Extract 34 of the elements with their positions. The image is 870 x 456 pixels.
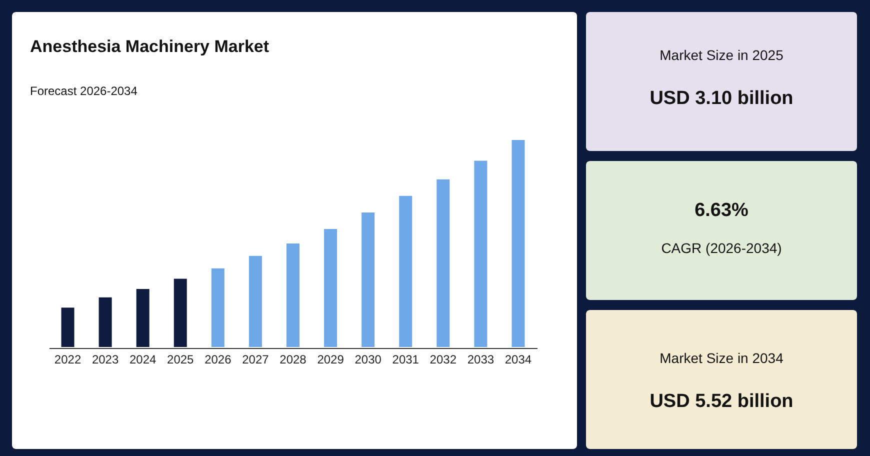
bar (512, 140, 525, 347)
x-tick-label: 2031 (392, 352, 420, 366)
chart-title: Anesthesia Machinery Market (30, 37, 270, 56)
x-tick-label: 2026 (204, 352, 232, 366)
bar (362, 212, 375, 347)
x-tick-label: 2022 (54, 352, 82, 366)
bar (474, 160, 488, 347)
bar (399, 196, 412, 347)
bar (174, 278, 187, 347)
x-tick-label: 2032 (430, 352, 457, 366)
x-tick-label: 2027 (242, 352, 270, 366)
x-tick-label: 2034 (504, 352, 532, 366)
bar (136, 289, 150, 347)
bar (98, 297, 112, 347)
text: Market Size in 2034 (660, 350, 784, 366)
text: Market Size in 2025 (660, 47, 784, 63)
chart-subtitle: Forecast 2026-2034 (30, 84, 138, 98)
text: USD 3.10 billion (650, 88, 794, 109)
text: CAGR (2026-2034) (661, 240, 782, 256)
x-tick-label: 2029 (317, 352, 344, 366)
bar (211, 268, 224, 347)
x-tick-label: 2030 (354, 352, 382, 366)
x-tick-label: 2025 (167, 352, 194, 366)
bar (61, 308, 74, 347)
x-tick-label: 2023 (92, 352, 119, 366)
text: 6.63% (694, 200, 749, 221)
bar (248, 256, 262, 347)
x-tick-label: 2028 (280, 352, 307, 366)
bar (436, 179, 450, 347)
x-tick-label: 2024 (129, 352, 157, 366)
bar (324, 229, 338, 347)
bar (286, 244, 300, 347)
x-tick-label: 2033 (467, 352, 494, 366)
text: USD 5.52 billion (650, 391, 794, 412)
